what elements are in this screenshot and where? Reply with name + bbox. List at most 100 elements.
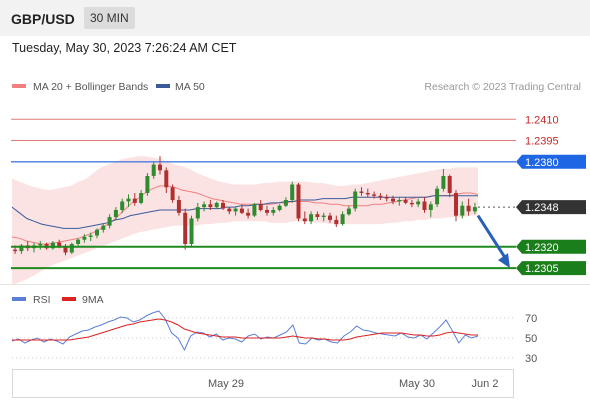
time-axis-frame	[12, 369, 514, 398]
candle-body	[233, 208, 238, 212]
level-tag-1.2305	[516, 261, 586, 276]
candle	[19, 244, 24, 254]
candle-body	[271, 210, 276, 213]
candle-body	[472, 207, 477, 212]
candle	[309, 211, 314, 225]
candle-body	[384, 197, 389, 199]
legend-label-9ma: 9MA	[82, 294, 104, 306]
candle	[346, 205, 351, 216]
candle	[107, 214, 112, 229]
level-label-1.2305: 1.2305	[525, 263, 559, 275]
x-label-may30: May 30	[399, 378, 435, 390]
candle-body	[428, 204, 433, 210]
candle	[403, 197, 408, 205]
legend-label-ma50: MA 50	[175, 81, 205, 93]
candle-body	[346, 208, 351, 215]
rsi-tick-70: 70	[525, 313, 537, 325]
legend-swatch-ma50	[156, 84, 170, 88]
candle-body	[151, 164, 156, 176]
candle-body	[195, 207, 200, 219]
candle	[208, 200, 213, 210]
candle	[95, 228, 99, 239]
candle	[359, 187, 364, 196]
level-label-1.2348: 1.2348	[525, 202, 559, 214]
candle	[189, 215, 194, 247]
candle	[334, 215, 339, 227]
candle	[296, 183, 301, 222]
candle-body	[460, 205, 465, 216]
legend-label-ma20: MA 20 + Bollinger Bands	[33, 81, 148, 93]
research-credit: Research © 2023 Trading Central	[424, 81, 581, 93]
legend-label-rsi: RSI	[33, 294, 51, 306]
candle-body	[334, 219, 339, 225]
candle	[321, 212, 326, 222]
candle	[151, 161, 156, 179]
candle	[176, 195, 181, 216]
candle	[221, 200, 225, 210]
candle-body	[265, 210, 269, 213]
forecast	[476, 214, 510, 269]
rsi-line	[11, 310, 479, 352]
legend-swatch-ma20	[12, 84, 26, 88]
candle	[466, 198, 471, 216]
candle	[416, 198, 421, 208]
candle-body	[69, 244, 74, 253]
forecast-arrow-head	[498, 253, 510, 269]
candle	[233, 207, 238, 216]
candle-body	[277, 205, 282, 210]
ma50-line	[11, 195, 478, 229]
candle-body	[283, 200, 288, 206]
candle	[472, 202, 477, 215]
candle-body	[302, 218, 307, 222]
candle	[120, 198, 125, 213]
chart-datetime: Tuesday, May 30, 2023 7:26:24 AM CET	[12, 41, 237, 55]
candle	[460, 201, 465, 219]
candle	[101, 224, 106, 233]
candle-body	[403, 200, 408, 203]
candle	[132, 193, 137, 206]
candle-body	[120, 201, 125, 210]
price-levels: 1.2410 1.2395 1.2380 1.2348 1.2320 1.2305	[11, 114, 586, 276]
rsi-tick-50: 50	[525, 333, 537, 345]
symbol-title: GBP/USD	[11, 11, 75, 27]
candle	[428, 201, 433, 218]
candle-body	[353, 191, 358, 209]
candle	[315, 211, 320, 220]
candle-body	[309, 214, 314, 222]
candle	[447, 174, 452, 198]
rsi-tick-30: 30	[525, 353, 537, 365]
candle	[69, 242, 74, 254]
candle-body	[176, 200, 181, 213]
candle-body	[227, 208, 232, 212]
candle-body	[38, 244, 43, 246]
candle-body	[365, 193, 370, 195]
bollinger-band-area	[12, 156, 478, 286]
candle	[422, 197, 427, 213]
candle	[391, 195, 395, 205]
candle-body	[126, 198, 131, 202]
legend-swatch-9ma	[62, 297, 76, 301]
candle-body	[416, 201, 421, 205]
candle-body	[315, 214, 320, 217]
candle	[126, 194, 131, 208]
candle-body	[214, 202, 219, 208]
x-label-may29: May 29	[208, 378, 244, 390]
candle-body	[132, 198, 137, 203]
candle	[113, 207, 118, 220]
candle-body	[422, 201, 427, 210]
candle-body	[290, 184, 295, 201]
candle-body	[170, 187, 175, 201]
candle-body	[50, 242, 55, 249]
candle	[328, 212, 332, 223]
candle	[183, 208, 188, 250]
candle	[384, 194, 389, 202]
timeframe-button[interactable]: 30 MIN	[84, 7, 135, 29]
rsi-panel: RSI 9MA 70 50 30	[11, 294, 537, 365]
level-label-1.2410: 1.2410	[525, 114, 559, 126]
candle-body	[113, 210, 118, 218]
candle-body	[258, 204, 263, 210]
candle	[435, 185, 440, 208]
level-label-1.2320: 1.2320	[525, 242, 559, 254]
candle	[170, 184, 175, 203]
candle	[340, 211, 345, 226]
